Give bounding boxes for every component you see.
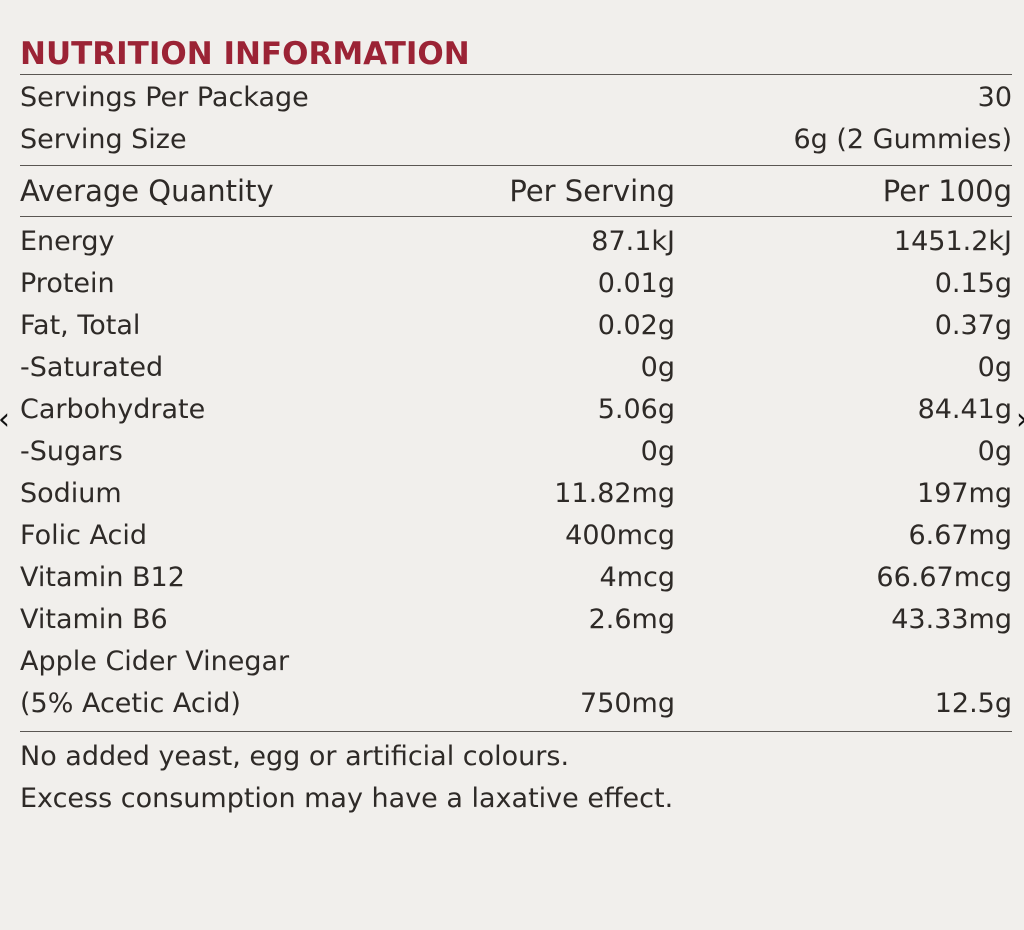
table-row: Fat, Total 0.02g 0.37g xyxy=(20,305,1012,347)
chevron-left-icon[interactable]: ‹ xyxy=(0,400,12,440)
table-header: Average Quantity Per Serving Per 100g xyxy=(20,166,1012,216)
header-per-100g: Per 100g xyxy=(882,174,1012,208)
table-row: Energy 87.1kJ 1451.2kJ xyxy=(20,221,1012,263)
nutrient-per-serving: 0.01g xyxy=(597,268,675,299)
nutrient-per-100g: 0g xyxy=(977,436,1012,467)
nutrient-per-serving: 400mcg xyxy=(565,520,675,551)
nutrient-per-serving: 0g xyxy=(640,436,675,467)
nutrient-name: Vitamin B6 xyxy=(20,604,168,635)
nutrient-per-serving: 87.1kJ xyxy=(591,226,675,257)
nutrient-per-serving: 2.6mg xyxy=(588,604,675,635)
serving-size-label: Serving Size xyxy=(20,124,187,155)
chevron-right-icon[interactable]: › xyxy=(1016,400,1024,440)
nutrient-per-serving: 5.06g xyxy=(597,394,675,425)
acv-per-serving: 750mg xyxy=(580,688,675,719)
footer-note-1: No added yeast, egg or artificial colour… xyxy=(20,741,570,772)
nutrient-per-100g: 0g xyxy=(977,352,1012,383)
servings-per-package-value: 30 xyxy=(977,82,1012,113)
nutrient-per-100g: 0.37g xyxy=(934,310,1012,341)
table-row: Vitamin B6 2.6mg 43.33mg xyxy=(20,599,1012,641)
nutrient-name: Protein xyxy=(20,268,115,299)
nutrient-per-100g: 197mg xyxy=(917,478,1012,509)
servings-per-package-label: Servings Per Package xyxy=(20,82,309,113)
nutrient-name: Energy xyxy=(20,226,115,257)
acv-name-line1: Apple Cider Vinegar xyxy=(20,646,290,677)
divider xyxy=(20,731,1012,732)
table-row: -Saturated 0g 0g xyxy=(20,347,1012,389)
nutrient-name: -Saturated xyxy=(20,352,164,383)
nutrient-per-serving: 4mcg xyxy=(599,562,675,593)
nutrient-name: Vitamin B12 xyxy=(20,562,185,593)
nutrient-per-100g: 84.41g xyxy=(917,394,1012,425)
divider xyxy=(20,74,1012,75)
nutrient-per-serving: 0g xyxy=(640,352,675,383)
header-average-quantity: Average Quantity xyxy=(20,174,274,208)
acv-row-line1: Apple Cider Vinegar xyxy=(20,641,1012,683)
serving-size-row: Serving Size 6g (2 Gummies) xyxy=(20,119,1012,161)
nutrient-per-100g: 6.67mg xyxy=(908,520,1012,551)
table-row: Folic Acid 400mcg 6.67mg xyxy=(20,515,1012,557)
acv-per-100g: 12.5g xyxy=(934,688,1012,719)
divider xyxy=(20,216,1012,217)
serving-size-value: 6g (2 Gummies) xyxy=(793,124,1012,155)
servings-per-package-row: Servings Per Package 30 xyxy=(20,77,1012,119)
table-row: Sodium 11.82mg 197mg xyxy=(20,473,1012,515)
nutrient-per-serving: 11.82mg xyxy=(554,478,675,509)
nutrient-name: -Sugars xyxy=(20,436,123,467)
nutrient-per-serving: 0.02g xyxy=(597,310,675,341)
nutrient-rows: Energy 87.1kJ 1451.2kJ Protein 0.01g 0.15g Fat… xyxy=(20,221,1012,641)
nutrient-name: Folic Acid xyxy=(20,520,147,551)
nutrient-per-100g: 0.15g xyxy=(934,268,1012,299)
panel-title: NUTRITION INFORMATION xyxy=(20,36,470,72)
divider xyxy=(20,165,1012,166)
header-per-serving: Per Serving xyxy=(509,174,675,208)
nutrient-name: Carbohydrate xyxy=(20,394,206,425)
nutrient-name: Fat, Total xyxy=(20,310,141,341)
table-row: -Sugars 0g 0g xyxy=(20,431,1012,473)
nutrient-per-100g: 43.33mg xyxy=(891,604,1012,635)
table-row: Carbohydrate 5.06g 84.41g xyxy=(20,389,1012,431)
footer-note-2: Excess consumption may have a laxative e… xyxy=(20,783,674,814)
nutrition-panel: NUTRITION INFORMATION Servings Per Packa… xyxy=(20,34,1012,820)
table-row: Vitamin B12 4mcg 66.67mcg xyxy=(20,557,1012,599)
table-row: Protein 0.01g 0.15g xyxy=(20,263,1012,305)
nutrient-per-100g: 66.67mcg xyxy=(876,562,1012,593)
acv-row-line2: (5% Acetic Acid) 750mg 12.5g xyxy=(20,683,1012,725)
nutrient-per-100g: 1451.2kJ xyxy=(893,226,1012,257)
nutrient-name: Sodium xyxy=(20,478,122,509)
acv-name-line2: (5% Acetic Acid) xyxy=(20,688,241,719)
